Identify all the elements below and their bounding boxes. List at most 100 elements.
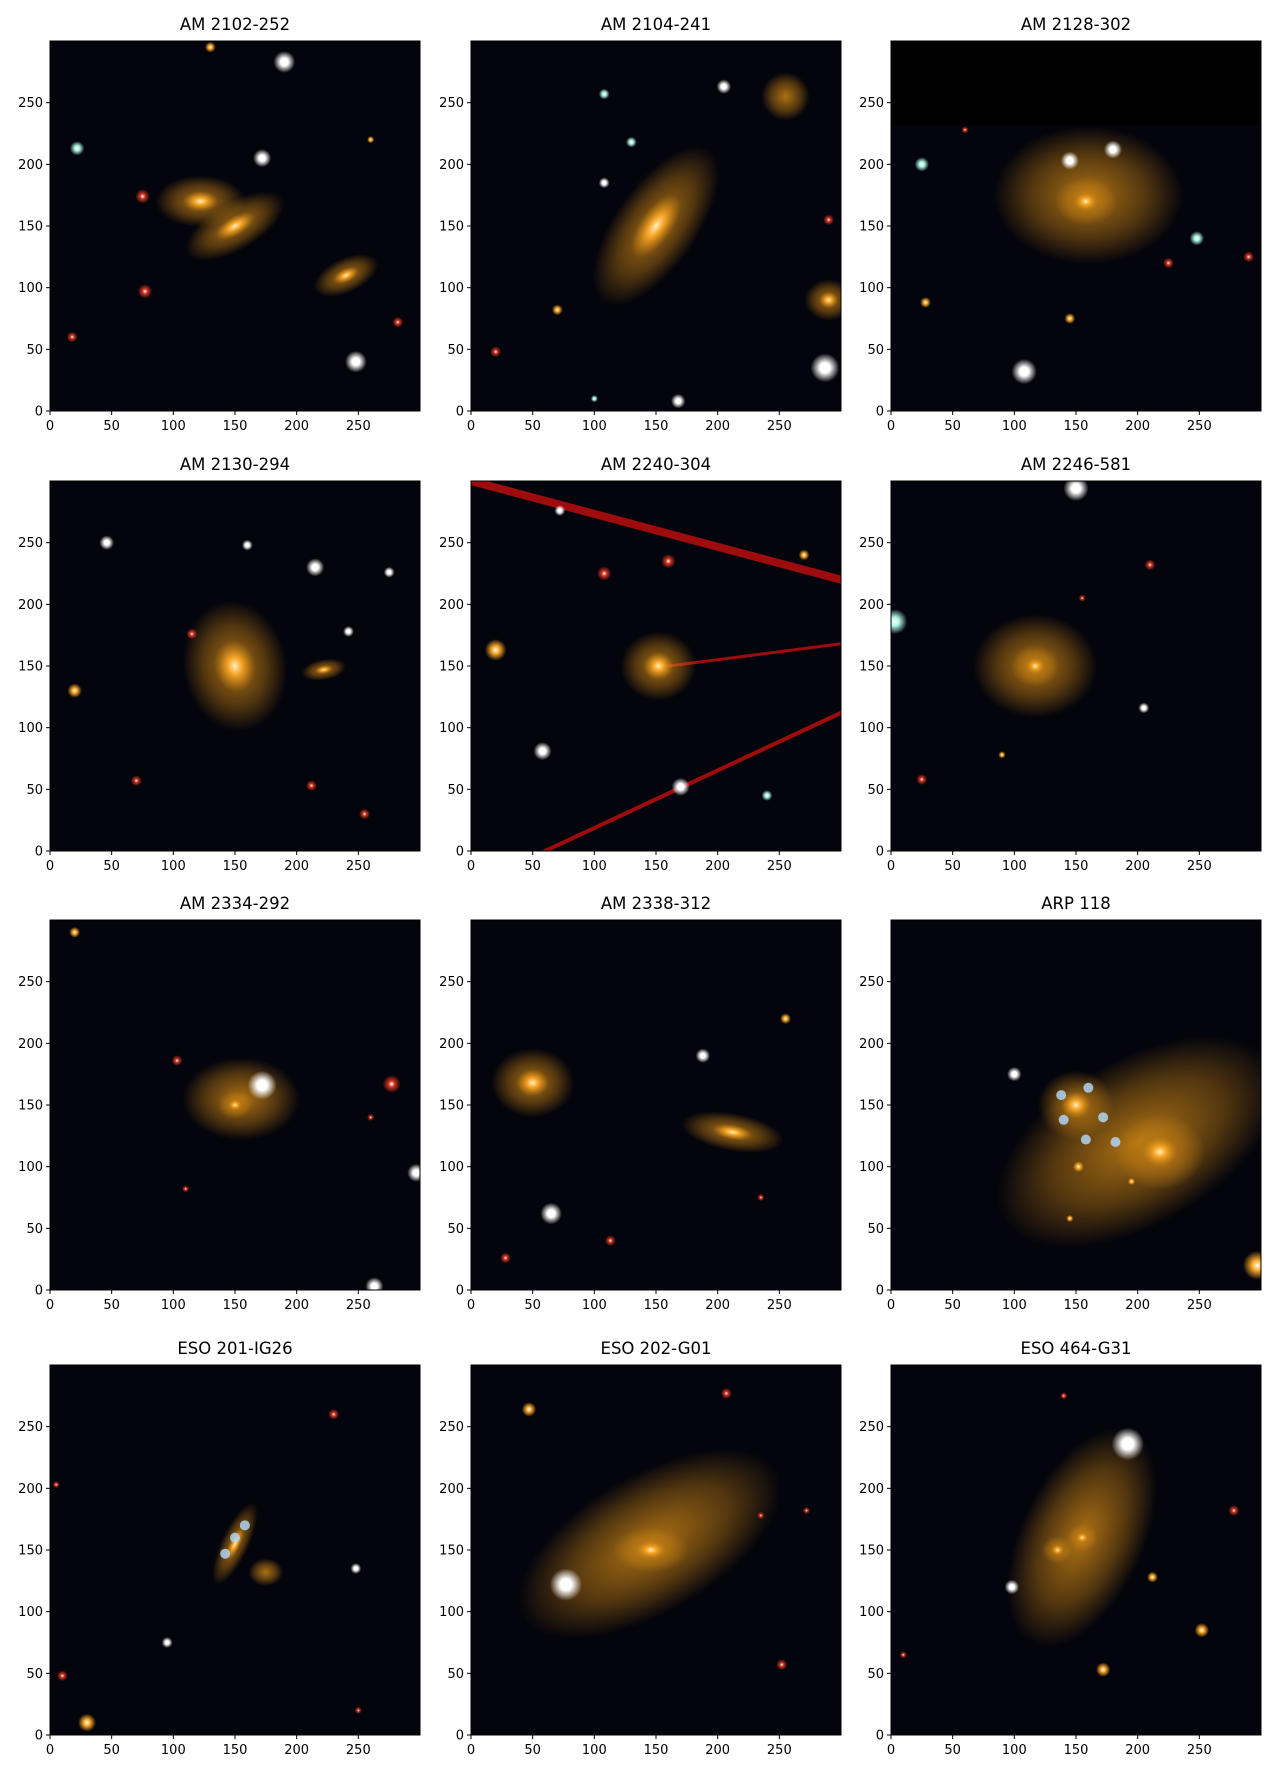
galaxy-core [215, 212, 255, 240]
star-forming-knot [1083, 1082, 1094, 1093]
galaxy-core [1076, 1532, 1089, 1544]
star [241, 539, 253, 551]
x-tick-label: 100 [1002, 1743, 1027, 1758]
x-tick-label: 0 [46, 1298, 54, 1313]
y-tick-label: 150 [859, 660, 884, 675]
star [1228, 1505, 1240, 1516]
star-forming-knot [239, 1520, 250, 1531]
galaxy-core [315, 665, 333, 674]
x-tick-label: 250 [1187, 1298, 1212, 1313]
galaxy-image: 0 50 100 150 200 250 0 50 100 150 200 250 [439, 1364, 842, 1758]
star [359, 808, 370, 820]
y-tick-label: 50 [26, 1667, 43, 1682]
x-tick-label: 100 [1002, 859, 1027, 874]
y-tick-label: 150 [18, 1099, 43, 1114]
star [273, 51, 296, 73]
galaxy-core [631, 194, 681, 258]
star [590, 395, 598, 403]
y-tick-label: 100 [859, 721, 884, 736]
galaxy-panel: AM 2130-294 0 50 100 150 200 250 0 50 100 150 200 25… [0, 451, 430, 881]
star [354, 1706, 362, 1714]
galaxy-image: 0 50 100 150 200 250 0 50 100 150 200 250 [439, 480, 842, 874]
x-tick-label: 50 [103, 1298, 120, 1313]
star [367, 136, 375, 144]
y-tick-label: 250 [18, 1420, 43, 1435]
star [671, 777, 690, 796]
y-tick-label: 0 [456, 1729, 464, 1744]
y-tick-label: 100 [439, 1160, 464, 1175]
star [99, 535, 114, 550]
star [810, 353, 840, 383]
galaxy-image: 0 50 100 150 200 250 0 50 100 150 200 250 [439, 919, 842, 1313]
galaxy-core [1061, 1091, 1091, 1119]
star [961, 126, 969, 134]
star [392, 316, 404, 328]
star [69, 141, 85, 156]
y-tick-label: 200 [859, 1037, 884, 1052]
star [1004, 1579, 1020, 1595]
star [52, 1481, 60, 1489]
x-tick-label: 0 [887, 859, 895, 874]
galaxy-image: 0 50 100 150 200 250 0 50 100 150 200 250 [859, 919, 1262, 1313]
x-tick-label: 100 [161, 1743, 186, 1758]
x-tick-label: 50 [103, 419, 120, 434]
star [67, 683, 82, 698]
galaxy-image: 0 50 100 150 200 250 0 50 100 150 200 250 [18, 1364, 421, 1758]
star-forming-knot [220, 1548, 231, 1559]
y-tick-label: 200 [439, 1037, 464, 1052]
star [625, 136, 637, 148]
star [802, 1506, 811, 1515]
star [161, 1637, 173, 1648]
star [540, 1202, 562, 1225]
star [1007, 1066, 1022, 1082]
x-tick-label: 200 [705, 1298, 730, 1313]
galaxy-image: 0 50 100 150 200 250 0 50 100 150 200 250 [859, 480, 1262, 874]
y-tick-label: 250 [439, 1420, 464, 1435]
star [78, 1713, 96, 1732]
galaxy-panel: AM 2338-312 0 50 100 150 200 250 0 50 100 150 200 25… [421, 890, 851, 1320]
y-tick-label: 100 [859, 1605, 884, 1620]
star [1078, 594, 1086, 602]
y-tick-label: 0 [35, 405, 43, 420]
x-tick-label: 200 [1125, 1298, 1150, 1313]
star [69, 926, 81, 938]
star [66, 331, 78, 343]
star [171, 1055, 183, 1066]
galaxy-image: 0 50 100 150 200 250 0 50 100 150 200 250 [859, 1364, 1262, 1758]
star [549, 1568, 583, 1601]
y-tick-label: 200 [439, 598, 464, 613]
x-tick-label: 50 [944, 1743, 961, 1758]
galaxy-core [636, 1541, 666, 1559]
star [500, 1252, 511, 1264]
y-tick-label: 0 [876, 1284, 884, 1299]
x-tick-label: 0 [467, 859, 475, 874]
x-tick-label: 250 [767, 859, 792, 874]
x-tick-label: 0 [46, 419, 54, 434]
star [695, 1048, 711, 1063]
galaxy-halo [761, 72, 810, 121]
star [135, 189, 150, 204]
galaxy-core [333, 266, 359, 284]
y-tick-label: 0 [876, 1729, 884, 1744]
y-tick-label: 150 [439, 1544, 464, 1559]
galaxy-image: 0 50 100 150 200 250 0 50 100 150 200 250 [18, 40, 421, 434]
star [916, 774, 928, 785]
galaxy-panel: AM 2246-581 0 50 100 150 200 250 0 50 100 150 200 25… [841, 451, 1271, 881]
x-tick-label: 150 [223, 419, 248, 434]
star [1063, 481, 1089, 501]
star [1147, 1571, 1158, 1583]
star [306, 780, 317, 792]
x-tick-label: 0 [887, 1743, 895, 1758]
y-tick-label: 0 [876, 845, 884, 860]
x-tick-label: 50 [524, 1743, 541, 1758]
y-tick-label: 250 [439, 536, 464, 551]
star [247, 1070, 277, 1100]
y-tick-label: 200 [18, 1037, 43, 1052]
x-tick-label: 100 [161, 1298, 186, 1313]
x-tick-label: 250 [346, 859, 371, 874]
galaxy-core [214, 640, 256, 692]
y-tick-label: 50 [447, 1222, 464, 1237]
x-tick-label: 150 [223, 1298, 248, 1313]
star-forming-knot [1080, 1134, 1091, 1145]
